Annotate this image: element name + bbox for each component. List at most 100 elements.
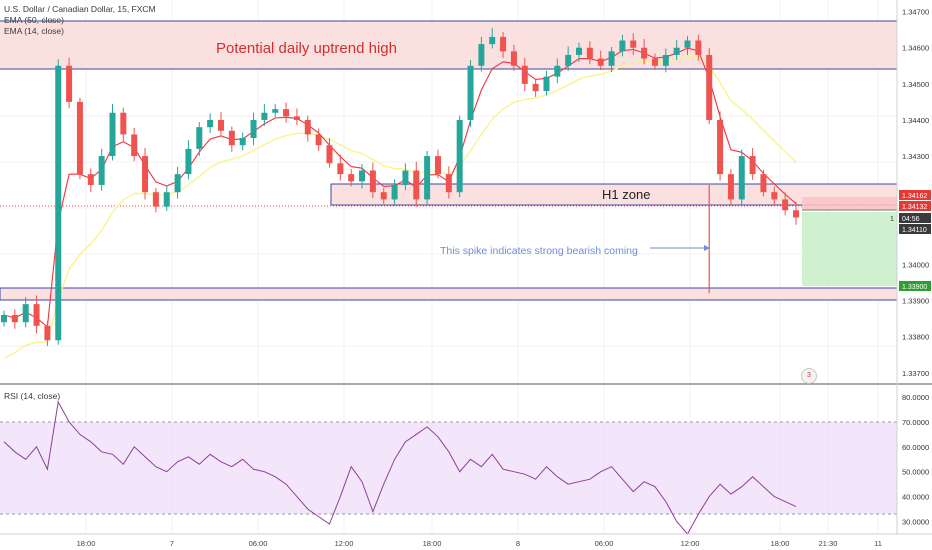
candle-body xyxy=(608,51,615,66)
rsi-axis[interactable]: 80.0000 70.0000 60.0000 50.0000 40.0000 30.00… xyxy=(902,393,929,527)
time-tick-label: 21:30 xyxy=(819,539,838,548)
h1-zone-label[interactable]: H1 zone xyxy=(602,187,650,202)
rsi-band xyxy=(0,422,897,514)
candle-body xyxy=(771,192,778,200)
time-tick-label: 8 xyxy=(516,539,520,548)
time-tick-label: 7 xyxy=(170,539,174,548)
candle-body xyxy=(565,54,572,66)
candle-body xyxy=(445,174,452,193)
daily-high-label[interactable]: Potential daily uptrend high xyxy=(216,40,397,57)
candle-body xyxy=(402,170,409,185)
price-badges: 1.34162 1.34132 04:56 1 1.34110 1.33900 xyxy=(890,190,931,291)
time-axis[interactable]: 18:00 7 06:00 12:00 18:00 8 06:00 12:00 18:00 21:… xyxy=(77,539,882,548)
price-badge xyxy=(899,190,931,200)
candle-body xyxy=(717,119,724,175)
candle-body xyxy=(207,119,214,128)
ema14-legend[interactable]: EMA (14, close) xyxy=(4,26,64,36)
candle-body xyxy=(131,134,138,157)
stop-loss-area[interactable] xyxy=(802,197,897,210)
candle-body xyxy=(120,112,127,135)
spike-arrowhead xyxy=(704,245,710,251)
candle-body xyxy=(510,51,517,66)
rsi-tick-label: 40.0000 xyxy=(902,493,929,502)
ema50-path xyxy=(3,55,797,359)
time-tick-label: 18:00 xyxy=(423,539,442,548)
candle-body xyxy=(66,65,73,102)
candle-body xyxy=(630,40,637,48)
candle-body xyxy=(651,58,658,66)
price-badge-label: 1.34110 xyxy=(902,227,927,234)
candle-body xyxy=(467,65,474,120)
candle-body xyxy=(738,156,745,200)
candle-body xyxy=(239,138,246,146)
price-tick-label: 1.34300 xyxy=(902,152,929,161)
candle-body xyxy=(673,47,680,55)
rsi-legend[interactable]: RSI (14, close) xyxy=(4,391,61,401)
candle-body xyxy=(749,156,756,175)
candle-body xyxy=(228,130,235,146)
candle-body xyxy=(793,210,799,218)
candle-body xyxy=(782,199,789,211)
price-badge xyxy=(899,213,931,223)
candle-body xyxy=(98,156,105,185)
candle-body xyxy=(11,314,18,323)
candle-body xyxy=(521,65,528,84)
take-profit-area[interactable] xyxy=(802,212,897,286)
price-badge xyxy=(899,281,931,291)
price-badge-prefix: 1 xyxy=(890,216,894,223)
candle-body xyxy=(261,112,268,120)
candle-body xyxy=(706,54,713,120)
candle-body xyxy=(22,304,29,323)
candle-body xyxy=(33,304,40,326)
price-badge xyxy=(899,201,931,211)
candle-body xyxy=(413,170,420,200)
candle-body xyxy=(456,119,463,193)
price-tick-label: 1.33900 xyxy=(902,297,929,306)
rsi-tick-label: 50.0000 xyxy=(902,468,929,477)
candle-body xyxy=(695,40,702,55)
price-badge-label: 1.34132 xyxy=(902,204,927,211)
candle-body xyxy=(391,184,398,200)
candle-body xyxy=(185,148,192,175)
candle-body xyxy=(543,76,550,92)
candle-body xyxy=(424,156,431,200)
rsi-tick-label: 60.0000 xyxy=(902,443,929,452)
candle-body xyxy=(337,163,344,175)
candle-body xyxy=(727,174,734,200)
spike-annotation[interactable]: This spike indicates strong bearish comi… xyxy=(440,245,638,257)
candle-body xyxy=(434,156,441,175)
candle-body xyxy=(641,47,648,59)
candle-body xyxy=(619,40,626,52)
time-tick-label: 18:00 xyxy=(77,539,96,548)
candle-body xyxy=(684,40,691,48)
candle-body xyxy=(174,174,181,193)
candle-body xyxy=(326,145,333,164)
ema50-legend[interactable]: EMA (50, close) xyxy=(4,15,64,25)
price-badge-label: 1.33900 xyxy=(902,284,927,291)
broker-logo-icon[interactable]: 3 xyxy=(801,368,817,384)
candle-body xyxy=(478,44,485,66)
candle-body xyxy=(315,134,322,146)
symbol-title[interactable]: U.S. Dollar / Canadian Dollar, 15, FXCM xyxy=(4,4,156,14)
candle-body xyxy=(142,156,149,193)
price-badge xyxy=(899,224,931,234)
price-tick-label: 1.34000 xyxy=(902,260,929,269)
candle-body xyxy=(760,174,767,193)
candle-body xyxy=(500,36,507,52)
time-tick-label: 12:00 xyxy=(681,539,700,548)
price-tick-label: 1.33700 xyxy=(902,369,929,378)
candle-body xyxy=(55,65,62,341)
candle-body xyxy=(380,192,387,200)
price-badge-label: 1.34162 xyxy=(902,193,927,200)
candle-body xyxy=(163,192,170,207)
candle-body xyxy=(489,36,496,45)
time-tick-label: 06:00 xyxy=(595,539,614,548)
support-zone xyxy=(0,287,898,301)
price-tick-label: 1.34400 xyxy=(902,116,929,125)
candle-body xyxy=(359,170,366,182)
ema50-line xyxy=(3,55,797,359)
candle-body xyxy=(293,116,300,120)
candle-body xyxy=(250,119,257,139)
